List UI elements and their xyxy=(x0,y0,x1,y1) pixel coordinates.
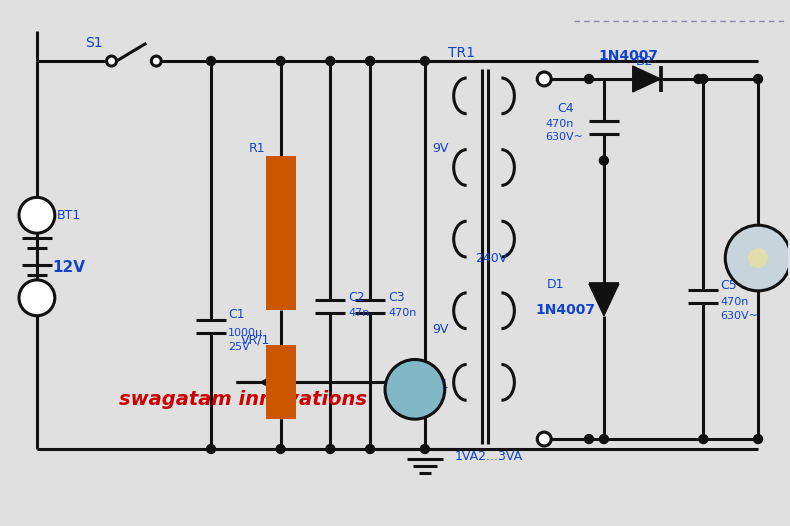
Circle shape xyxy=(754,75,762,84)
Circle shape xyxy=(19,280,55,316)
Circle shape xyxy=(748,248,768,268)
Text: 470n: 470n xyxy=(720,297,749,307)
Circle shape xyxy=(725,225,790,291)
Text: C4: C4 xyxy=(557,103,574,115)
Circle shape xyxy=(276,444,285,453)
Circle shape xyxy=(420,444,429,453)
Text: −: − xyxy=(28,288,45,307)
Bar xyxy=(265,345,295,419)
Circle shape xyxy=(699,434,708,443)
Circle shape xyxy=(366,444,374,453)
Circle shape xyxy=(325,57,335,66)
Text: D1: D1 xyxy=(547,278,565,291)
Text: TR1: TR1 xyxy=(448,46,475,60)
Circle shape xyxy=(537,432,551,446)
Circle shape xyxy=(600,156,608,165)
Polygon shape xyxy=(589,284,619,316)
Circle shape xyxy=(206,57,216,66)
Text: 470n: 470n xyxy=(388,308,416,318)
Text: 630V~: 630V~ xyxy=(545,132,583,141)
Text: C2: C2 xyxy=(348,291,365,305)
Text: C5: C5 xyxy=(720,279,737,292)
Circle shape xyxy=(19,197,55,233)
Text: R1: R1 xyxy=(249,142,265,155)
Circle shape xyxy=(366,57,374,66)
Polygon shape xyxy=(633,66,660,92)
Text: S1: S1 xyxy=(85,36,102,50)
Circle shape xyxy=(600,434,608,443)
Text: 1VA2...3VA: 1VA2...3VA xyxy=(455,450,523,463)
Circle shape xyxy=(152,56,161,66)
Text: 240V: 240V xyxy=(476,251,508,265)
Text: 1N4007: 1N4007 xyxy=(536,303,595,317)
Circle shape xyxy=(694,75,703,84)
Circle shape xyxy=(585,434,593,443)
Circle shape xyxy=(366,57,374,66)
Text: 1000μ: 1000μ xyxy=(228,328,263,338)
Text: 25V: 25V xyxy=(228,341,250,351)
Circle shape xyxy=(325,444,335,453)
Text: +: + xyxy=(29,206,44,224)
Text: swagatam innovations: swagatam innovations xyxy=(119,390,367,409)
Text: 47n: 47n xyxy=(348,308,370,318)
Circle shape xyxy=(754,434,762,443)
Text: 9V: 9V xyxy=(432,142,448,155)
Text: 470n: 470n xyxy=(545,119,574,129)
Circle shape xyxy=(385,359,445,419)
Text: 630V~: 630V~ xyxy=(720,311,758,321)
Text: 9V: 9V xyxy=(432,323,448,336)
Text: BT1: BT1 xyxy=(57,209,81,222)
Circle shape xyxy=(107,56,116,66)
Text: 12V: 12V xyxy=(52,260,85,276)
Text: 1N4007: 1N4007 xyxy=(599,49,659,63)
Circle shape xyxy=(537,72,551,86)
Text: C1: C1 xyxy=(228,308,245,321)
Bar xyxy=(265,156,295,310)
Circle shape xyxy=(585,75,593,84)
Circle shape xyxy=(206,444,216,453)
Text: T1: T1 xyxy=(433,378,449,391)
Text: VR/1: VR/1 xyxy=(241,333,270,346)
Circle shape xyxy=(276,57,285,66)
Circle shape xyxy=(699,75,708,84)
Text: D2: D2 xyxy=(636,55,653,67)
Circle shape xyxy=(420,57,429,66)
Text: C3: C3 xyxy=(388,291,404,305)
